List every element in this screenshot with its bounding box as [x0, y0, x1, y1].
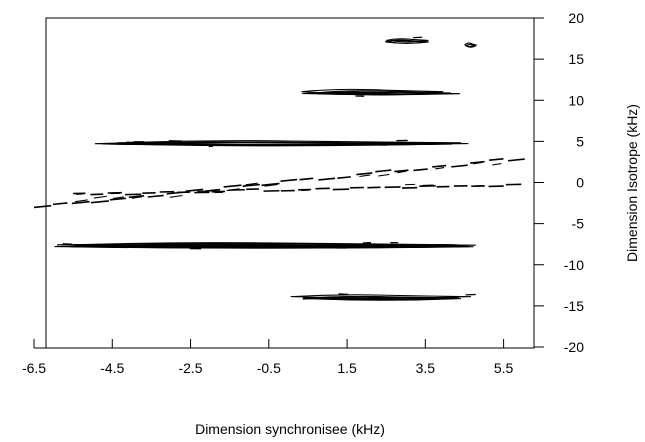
- contour-diagonal-segment: [71, 200, 90, 205]
- x-tick-label: -0.5: [257, 360, 281, 376]
- contour-fragment: [302, 297, 315, 300]
- x-axis-title: Dimension synchronisee (kHz): [195, 421, 385, 437]
- contour-diagonal-segment: [261, 182, 280, 187]
- x-tick-label: -4.5: [100, 360, 124, 376]
- contour-diagonal-segment: [33, 204, 52, 209]
- contour-diagonal-segment: [245, 182, 258, 186]
- contour-diagonal-segment: [93, 195, 107, 199]
- contour-diagonal-segment: [242, 183, 260, 188]
- contour-diagonal-segment: [169, 194, 183, 198]
- y-tick-label: 0: [576, 175, 584, 191]
- contour-diagonal-segment: [74, 199, 88, 203]
- contour-diagonal-segment: [112, 196, 124, 200]
- y-tick-label: -20: [564, 339, 584, 355]
- contour-diagonal-segment: [52, 202, 68, 206]
- contour-diagonal-segment: [280, 178, 298, 182]
- contour-diagonal-segment: [128, 194, 145, 199]
- contour-diagonal-segment: [359, 174, 371, 178]
- contour-diagonal-segment: [318, 177, 336, 181]
- contour-diagonal-segment: [185, 188, 204, 192]
- contour-ridge: [117, 140, 462, 146]
- contour-diagonal-segment: [489, 158, 504, 162]
- contour-diagonal-segment: [264, 183, 278, 187]
- y-axis-title: Dimension Isotrope (kHz): [624, 104, 640, 262]
- y-tick-label: -5: [572, 216, 585, 232]
- contour-ridge: [465, 43, 478, 48]
- contour-diagonal-segment: [473, 161, 483, 165]
- contour-diagonal-segment: [378, 173, 390, 177]
- contour-ridge: [290, 294, 471, 299]
- contour-diagonal-segment: [131, 196, 143, 199]
- contour-diagonal-segment: [337, 176, 351, 179]
- contour-diagonal-segment: [492, 163, 502, 166]
- x-tick-label: 1.5: [337, 360, 357, 376]
- contour-diagonal-segment: [394, 169, 409, 173]
- contour-diagonal-segment: [470, 160, 485, 164]
- contour-diagonal-segment: [508, 158, 525, 162]
- y-tick-label: 15: [568, 51, 584, 67]
- contour-diagonal-segment: [302, 177, 312, 181]
- x-tick-label: -2.5: [178, 360, 202, 376]
- contour-fragment: [338, 293, 349, 296]
- contour-diagonal-segment: [356, 172, 373, 176]
- contour-diagonal-segment: [435, 166, 445, 170]
- contour-diagonal-segment: [432, 164, 447, 168]
- y-tick-label: 5: [576, 133, 584, 149]
- contour-ridge: [302, 295, 451, 301]
- contour-diagonal-segment: [109, 197, 126, 201]
- contour-ridge: [301, 88, 444, 95]
- contour-ridge: [317, 92, 460, 96]
- contour-ridge: [464, 42, 478, 48]
- x-tick-label: 3.5: [416, 360, 436, 376]
- y-ticks: 20 15 10 5 0 -5 -10 -15 -20: [534, 10, 584, 355]
- contour-diagonal-segment: [147, 194, 164, 198]
- contour-diagonal-segment: [413, 168, 428, 172]
- x-ticks: -6.5 -4.5 -2.5 -0.5 1.5 3.5 5.5: [22, 339, 514, 376]
- contour-lines: [33, 36, 525, 301]
- contour-diagonal-segment: [375, 169, 392, 173]
- x-tick-label: 5.5: [494, 360, 514, 376]
- contour-diagonal-segment: [90, 200, 109, 204]
- contour-ridge: [386, 38, 429, 43]
- contour-ridge: [57, 243, 457, 247]
- contour-ridge: [385, 39, 428, 44]
- contour-diagonal-segment: [207, 188, 219, 192]
- contour-diagonal-segment: [451, 164, 468, 168]
- y-tick-label: 20: [568, 10, 584, 26]
- y-tick-label: -10: [564, 257, 584, 273]
- x-tick-label: -6.5: [22, 360, 46, 376]
- contour-diagonal-segment: [223, 184, 242, 188]
- y-tick-label: -15: [564, 298, 584, 314]
- y-tick-label: 10: [568, 92, 584, 108]
- contour-diagonal-segment: [397, 170, 407, 174]
